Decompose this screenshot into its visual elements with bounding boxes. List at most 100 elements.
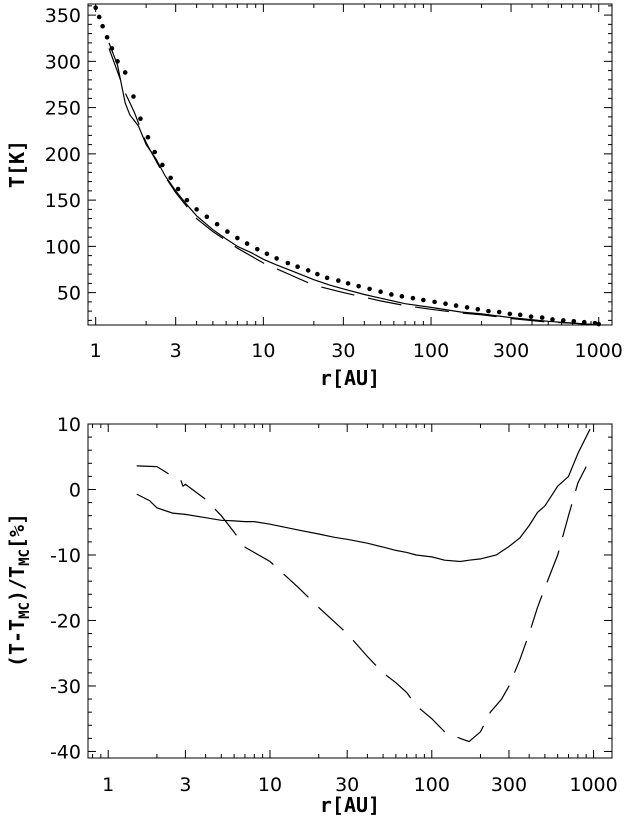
top-x-tick-label: 30: [331, 340, 355, 362]
top-series-0-point: [315, 271, 320, 277]
top-y-tick-label: 100: [45, 236, 81, 258]
bottom-x-tick-label: 3: [179, 774, 191, 796]
top-series-0-point: [486, 308, 491, 314]
top-series-0-point: [561, 318, 566, 323]
top-series-0-point: [421, 297, 426, 303]
bottom-series-0-line: [136, 428, 591, 563]
top-series-0-point: [194, 207, 199, 212]
top-y-tick-label: 50: [57, 283, 81, 305]
top-series-0-point: [244, 241, 250, 246]
bottom-x-tick-label: 10: [258, 774, 282, 796]
top-series-0-point: [528, 314, 534, 319]
bottom-y-tick-label: -20: [50, 610, 81, 632]
top-series-0-point: [274, 256, 279, 261]
top-x-tick-label: 10: [251, 340, 275, 362]
bottom-y-axis: 10 0 -10 -20 -30 -40: [50, 414, 612, 763]
top-x-tick-label: 3: [170, 340, 182, 362]
top-series-0-point: [336, 278, 341, 283]
bottom-y-tick-label: 0: [69, 479, 81, 501]
bottom-y-tick-label: -40: [50, 741, 81, 763]
top-series-0-point: [432, 299, 437, 305]
top-series-0-point: [264, 251, 270, 257]
bottom-y-tick-label: -30: [50, 676, 81, 698]
top-x-tick-label: 1000: [575, 340, 623, 362]
top-series-0-point: [475, 306, 481, 312]
top-x-tick-label: 100: [413, 340, 449, 362]
ylabel-sub-1: MC: [17, 602, 33, 619]
temperature-chart: 1 3 10 30 100 300 1000 50 100 150 200 250 300 350 r[…: [5, 3, 623, 390]
top-series-0-point: [453, 303, 459, 308]
top-plot-frame: [87, 3, 613, 326]
bottom-x-tick-label: 300: [491, 774, 527, 796]
bottom-y-axis-title: (T-TMC)/TMC[%]: [5, 513, 33, 667]
bottom-x-tick-label: 1000: [569, 774, 617, 796]
bottom-plot-series: [136, 428, 591, 743]
top-series-0-point: [138, 116, 143, 122]
top-series-0-point: [295, 264, 300, 270]
top-series-0-point: [254, 246, 260, 252]
top-series-2-line: [108, 48, 599, 326]
top-series-0-point: [464, 305, 470, 310]
top-series-0-point: [410, 295, 416, 301]
bottom-x-tick-label: 30: [335, 774, 359, 796]
top-series-0-point: [225, 229, 230, 234]
top-series-0-point: [496, 309, 502, 315]
top-series-0-point: [145, 134, 151, 140]
top-series-0-point: [399, 294, 405, 299]
top-x-tick-label: 300: [493, 340, 529, 362]
bottom-y-tick-label: -10: [50, 545, 81, 567]
top-x-tick-label: 1: [90, 340, 102, 362]
top-series-1-line: [108, 42, 599, 326]
bottom-plot-frame: [87, 423, 613, 759]
ylabel-part-b: )/T: [5, 566, 29, 602]
top-plot-series: [93, 5, 602, 327]
top-series-0-point: [214, 221, 220, 227]
top-x-axis-title: r[AU]: [320, 366, 380, 390]
top-series-0-point: [517, 312, 523, 318]
top-series-0-point: [596, 321, 602, 327]
top-series-0-point: [93, 5, 98, 11]
top-series-0-point: [204, 214, 210, 220]
bottom-x-axis: 1 3 10 30 100 300 1000: [92, 424, 618, 796]
top-series-0-point: [104, 35, 110, 40]
top-series-0-point: [168, 175, 173, 181]
top-y-axis-title: T[K]: [5, 140, 29, 188]
top-series-0-point: [131, 94, 136, 99]
top-series-0-point: [345, 281, 351, 286]
bottom-y-tick-label: 10: [57, 414, 81, 436]
bottom-x-axis-title: r[AU]: [320, 793, 380, 817]
top-y-tick-label: 200: [45, 144, 81, 166]
ylabel-sub-2: MC: [17, 549, 33, 566]
bottom-series-1-line: [136, 465, 587, 743]
top-series-0-point: [122, 70, 128, 75]
top-series-0-point: [184, 197, 190, 203]
top-series-0-point: [507, 311, 513, 317]
top-series-0-point: [305, 268, 311, 273]
top-series-0-point: [324, 275, 330, 281]
top-series-0-point: [539, 315, 545, 320]
top-y-tick-label: 250: [45, 98, 81, 120]
top-series-0-point: [550, 317, 555, 322]
bottom-x-tick-label: 1: [102, 774, 114, 796]
top-series-0-point: [443, 301, 448, 307]
top-series-0-point: [356, 283, 361, 289]
top-x-axis: 1 3 10 30 100 300 1000: [87, 4, 623, 362]
deviation-chart: 1 3 10 30 10 0 300 1000 10 0 -10 -20 -30 -40 r[AU] (…: [5, 414, 618, 817]
top-series-0-point: [175, 186, 181, 192]
top-series-0-point: [160, 162, 165, 168]
top-series-0-point: [100, 23, 105, 29]
top-series-0-point: [235, 235, 240, 241]
top-series-0-point: [367, 286, 372, 292]
top-series-0-point: [389, 292, 394, 297]
top-y-tick-label: 150: [45, 190, 81, 212]
top-y-tick-label: 300: [45, 51, 81, 73]
top-series-0-point: [571, 318, 577, 324]
top-y-tick-label: 350: [45, 5, 81, 27]
top-y-axis: 50 100 150 200 250 300 350: [45, 5, 612, 321]
ylabel-part-a: (T-T: [5, 619, 29, 667]
top-series-0-point: [378, 289, 383, 294]
top-series-0-point: [285, 260, 291, 266]
top-series-0-point: [152, 149, 158, 155]
top-series-0-point: [96, 14, 102, 20]
